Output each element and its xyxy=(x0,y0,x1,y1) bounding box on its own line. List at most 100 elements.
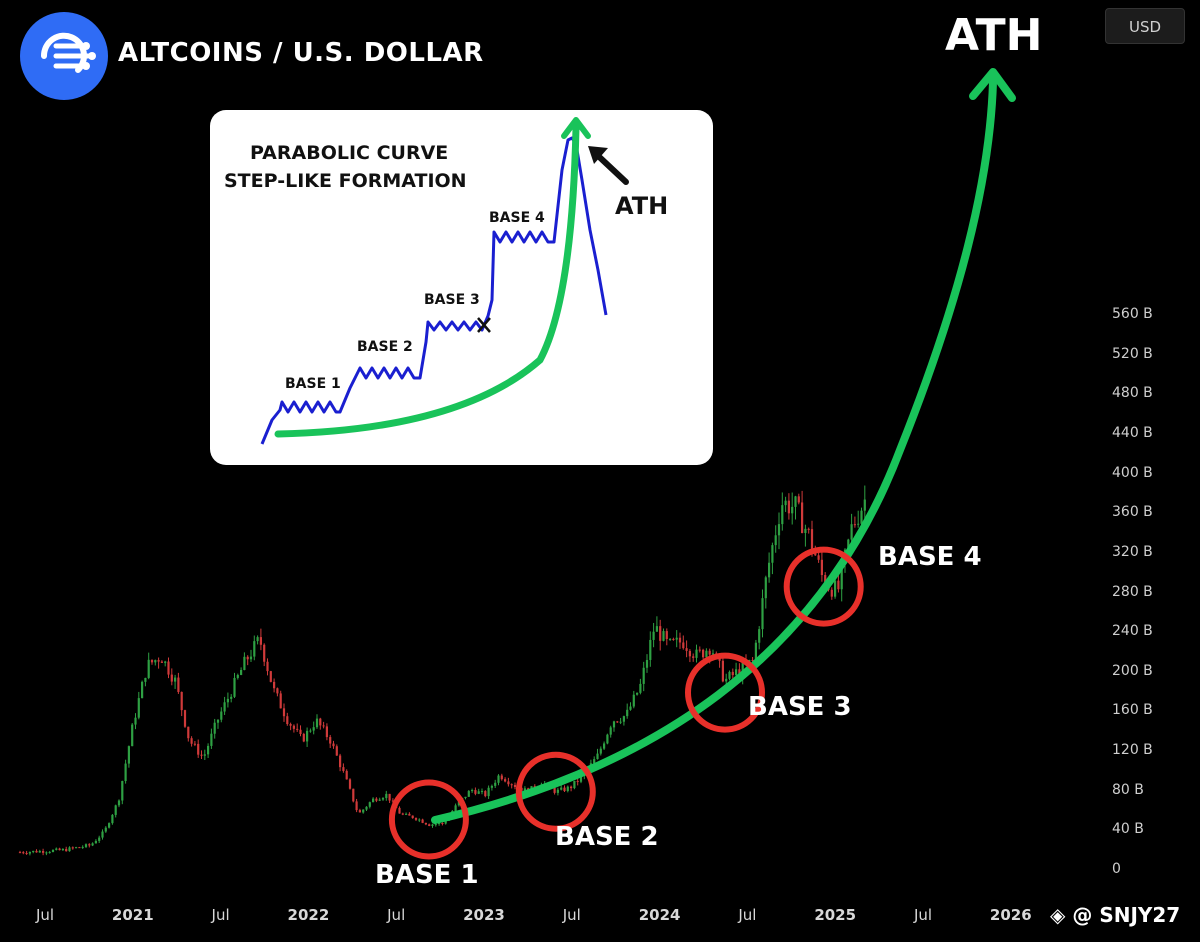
candle-body xyxy=(860,510,863,524)
candle-body xyxy=(655,626,658,632)
candle-body xyxy=(794,496,797,507)
inset-curve-arrowhead xyxy=(561,117,591,139)
candle-body xyxy=(368,802,371,807)
candle-body xyxy=(480,791,484,793)
candle-body xyxy=(213,722,216,734)
candle-body xyxy=(563,787,566,792)
candle-body xyxy=(342,767,345,771)
y-tick-label: 0 xyxy=(1112,861,1121,877)
candle-body xyxy=(603,743,606,749)
candle-body xyxy=(474,790,477,794)
candle-body xyxy=(840,563,843,590)
candle-body xyxy=(711,653,715,655)
candle-body xyxy=(850,524,853,540)
candle-body xyxy=(385,793,388,799)
candle-body xyxy=(698,649,701,651)
inset-diagram: PARABOLIC CURVE STEP-LIKE FORMATION BASE… xyxy=(210,110,713,465)
base-circle xyxy=(783,546,864,627)
candle-body xyxy=(71,847,74,849)
y-tick-label: 480 B xyxy=(1112,385,1153,402)
candle-body xyxy=(345,770,348,780)
candle-body xyxy=(88,844,91,846)
base-circle xyxy=(515,751,596,832)
candle-body xyxy=(728,671,731,679)
candle-body xyxy=(807,528,810,530)
candle-body xyxy=(758,629,761,643)
candle-body xyxy=(721,660,724,682)
binance-diamond-icon: ◈ xyxy=(1050,903,1066,927)
candle-body xyxy=(352,788,355,802)
candle-body xyxy=(791,506,794,514)
x-tick-label: Jul xyxy=(387,906,406,924)
candle-body xyxy=(378,799,381,801)
candle-body xyxy=(688,650,691,657)
candle-body xyxy=(45,852,48,854)
inset-base-label: BASE 4 xyxy=(489,210,545,226)
candle-body xyxy=(497,775,500,783)
candle-body xyxy=(768,562,771,578)
candle-body xyxy=(391,800,394,802)
candle-body xyxy=(609,727,612,735)
candle-body xyxy=(157,660,160,662)
candle-body xyxy=(256,637,259,642)
inset-green-curve xyxy=(274,124,580,438)
candle-body xyxy=(484,791,487,797)
candle-body xyxy=(65,848,68,852)
candle-body xyxy=(335,746,338,756)
candle-body xyxy=(220,711,223,720)
candle-body xyxy=(725,678,728,682)
candle-body xyxy=(741,662,744,677)
candle-body xyxy=(216,719,220,723)
candle-body xyxy=(240,669,243,675)
candle-body xyxy=(309,730,312,732)
candle-body xyxy=(246,656,249,660)
y-tick-label: 80 B xyxy=(1112,781,1144,798)
candle-body xyxy=(857,523,860,525)
candle-body xyxy=(523,788,526,791)
candle-body xyxy=(408,813,411,816)
candle-body xyxy=(108,823,111,828)
candle-body xyxy=(306,730,309,742)
inset-base-label: BASE 3 xyxy=(424,292,480,308)
inset-base-label: BASE 1 xyxy=(285,376,341,392)
x-tick-label: Jul xyxy=(211,906,230,924)
candle-body xyxy=(28,852,31,854)
candle-body xyxy=(401,813,404,815)
candle-body xyxy=(180,691,183,711)
y-tick-label: 520 B xyxy=(1112,345,1153,362)
inset-x-mark xyxy=(477,317,491,333)
candle-body xyxy=(411,815,414,819)
y-tick-label: 400 B xyxy=(1112,464,1153,481)
candle-body xyxy=(187,726,190,739)
candle-body xyxy=(579,775,583,782)
candle-body xyxy=(599,748,602,754)
inset-title-line2: STEP-LIKE FORMATION xyxy=(224,170,467,192)
candle-body xyxy=(616,721,619,723)
candle-body xyxy=(682,642,685,649)
candle-body xyxy=(797,496,800,503)
candle-body xyxy=(32,850,35,853)
candle-body xyxy=(438,823,441,825)
candle-body xyxy=(230,696,233,699)
inset-svg xyxy=(260,117,629,445)
candle-body xyxy=(263,644,266,662)
candle-body xyxy=(286,716,289,725)
candle-body xyxy=(645,659,649,668)
x-tick-label: Jul xyxy=(913,906,933,924)
candle-body xyxy=(513,785,517,788)
candle-body xyxy=(183,710,187,727)
candle-body xyxy=(124,763,127,782)
candle-body xyxy=(738,669,741,677)
candle-body xyxy=(167,661,170,675)
candle-body xyxy=(121,781,124,801)
base-label: BASE 4 xyxy=(878,542,982,572)
inset-base-label: BASE 2 xyxy=(357,339,413,355)
candle-body xyxy=(381,798,385,800)
currency-button[interactable]: USD xyxy=(1105,8,1185,44)
inset-step-line xyxy=(260,136,608,445)
candle-body xyxy=(170,674,173,682)
candle-body xyxy=(141,681,144,699)
candle-body xyxy=(289,724,292,726)
candle-body xyxy=(150,659,154,663)
